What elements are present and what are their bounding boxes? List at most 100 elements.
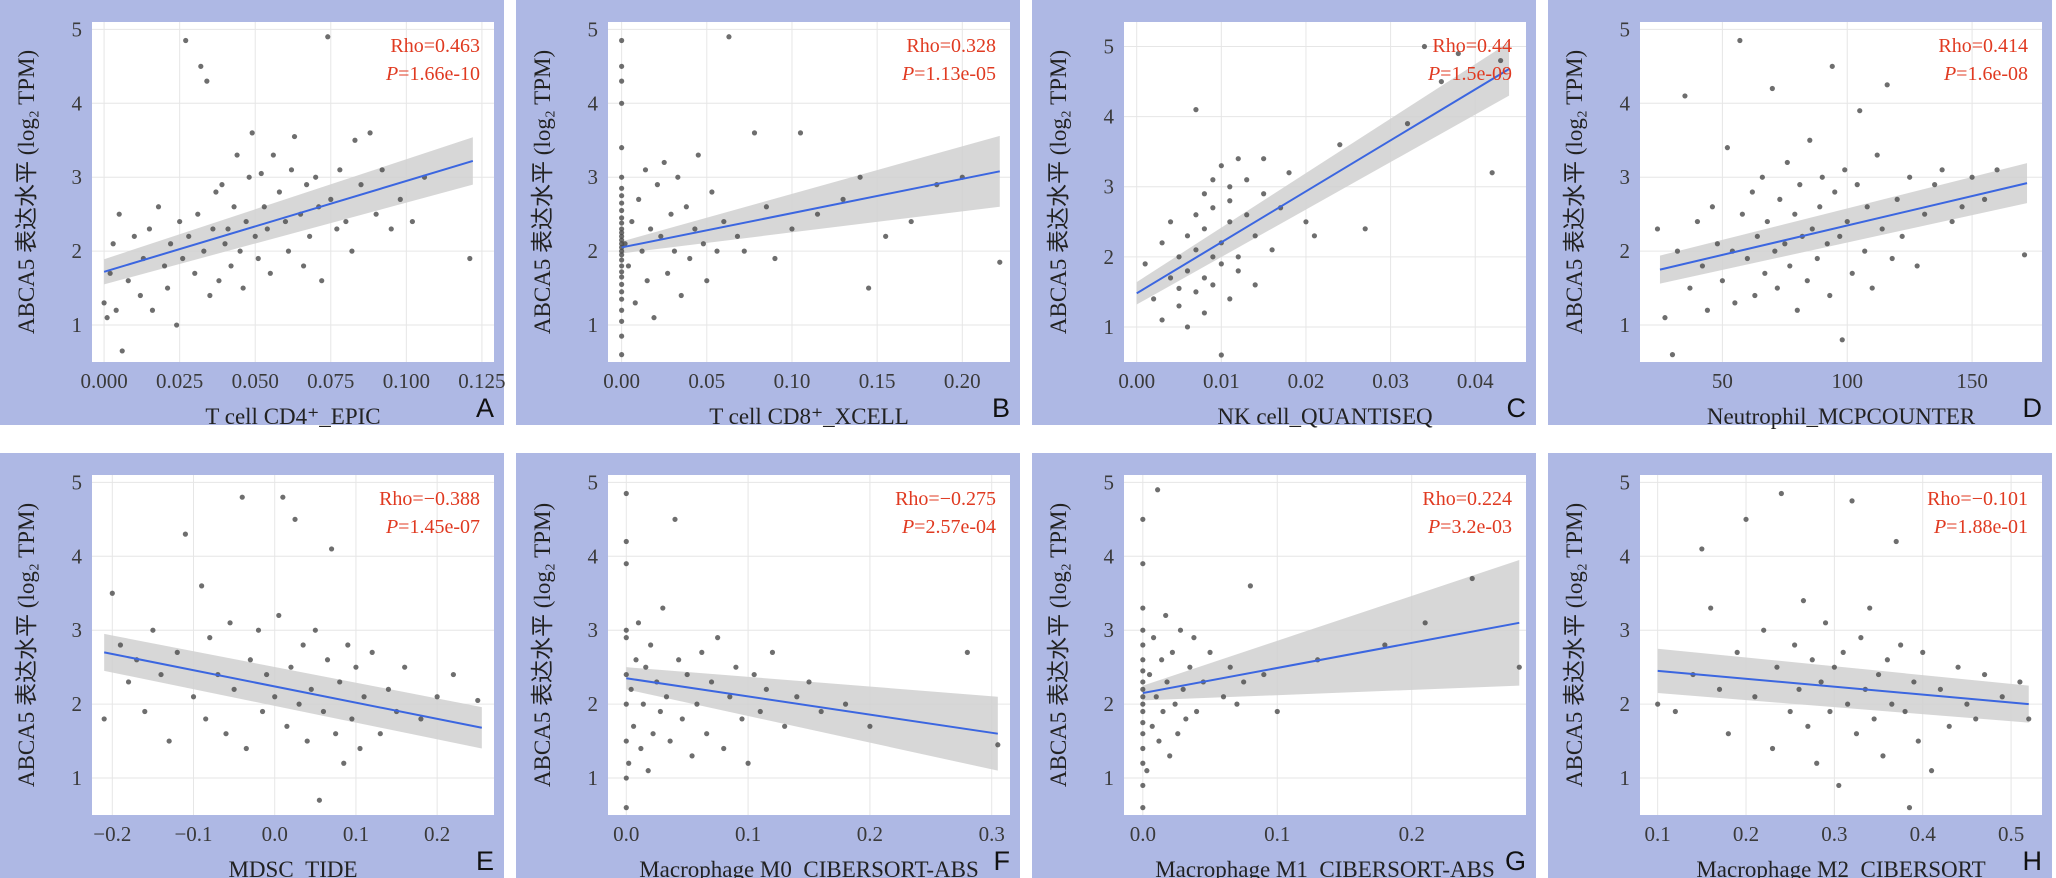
- panel-c: 0.00 0.01 0.02 0.03 0.04 1 2 3 4 5 NK cell_QUANTIS…: [1032, 0, 1536, 429]
- data-point: [1774, 664, 1780, 670]
- data-point: [300, 263, 307, 269]
- data-point: [1140, 516, 1146, 522]
- data-point: [116, 211, 122, 217]
- data-point: [1734, 649, 1740, 655]
- data-point: [312, 627, 318, 633]
- data-point: [1809, 657, 1815, 663]
- data-point: [658, 233, 664, 239]
- data-point: [1244, 212, 1250, 218]
- data-point: [1247, 583, 1253, 589]
- data-point: [1981, 671, 1988, 678]
- data-point: [619, 289, 625, 295]
- y-tick-label: 1: [588, 766, 599, 790]
- data-point: [450, 671, 456, 678]
- data-point: [1778, 490, 1784, 497]
- y-tick-label: 1: [1620, 766, 1631, 790]
- data-point: [623, 538, 629, 545]
- data-point: [1708, 605, 1714, 611]
- p-value: =1.88e-01: [1946, 516, 2028, 538]
- data-point: [1159, 240, 1165, 246]
- data-point: [704, 278, 710, 284]
- x-tick-label: 0.3: [979, 822, 1005, 846]
- x-tick-label: 0.0: [1130, 822, 1156, 846]
- data-point: [1140, 657, 1146, 663]
- data-point: [645, 768, 651, 774]
- y-tick-label: 5: [1104, 35, 1115, 59]
- data-point: [619, 352, 625, 358]
- data-point: [1939, 167, 1945, 173]
- rho-stat: Rho=0.224: [1422, 488, 1512, 510]
- data-point: [1814, 760, 1820, 766]
- data-point: [161, 263, 168, 269]
- data-point: [619, 257, 625, 263]
- p-symbol: P: [385, 63, 398, 85]
- data-point: [1807, 137, 1813, 143]
- data-point: [1252, 282, 1258, 288]
- data-point: [434, 694, 440, 700]
- data-point: [131, 233, 137, 239]
- x-tick-label: 0.1: [735, 822, 761, 846]
- data-point: [1772, 248, 1778, 254]
- data-point: [866, 285, 872, 291]
- data-point: [644, 278, 650, 284]
- data-point: [231, 686, 237, 692]
- data-point: [1207, 649, 1213, 655]
- x-tick-label: 0.2: [1399, 822, 1425, 846]
- data-point: [1994, 167, 2000, 173]
- data-point: [1920, 649, 1926, 655]
- data-point: [626, 760, 632, 766]
- data-point: [1759, 174, 1765, 180]
- data-point: [1761, 627, 1767, 633]
- data-point: [231, 204, 237, 210]
- data-point: [678, 292, 684, 299]
- data-point: [619, 37, 625, 44]
- data-point: [337, 167, 343, 173]
- x-tick-label: 0.1: [343, 822, 369, 846]
- data-point: [842, 701, 849, 707]
- data-point: [619, 263, 625, 269]
- data-point: [183, 37, 189, 44]
- data-point: [1737, 37, 1743, 44]
- p-symbol: P: [1943, 63, 1956, 85]
- data-point: [679, 716, 685, 722]
- data-point: [204, 78, 210, 84]
- p-value: =1.13e-05: [914, 63, 996, 85]
- data-point: [1969, 174, 1975, 180]
- x-tick-label: 0.00: [603, 369, 640, 393]
- data-point: [1227, 198, 1233, 204]
- data-point: [772, 255, 778, 262]
- data-point: [1955, 664, 1961, 670]
- p-value: =1.5e-09: [1440, 63, 1512, 85]
- data-point: [1140, 668, 1146, 674]
- data-point: [182, 531, 188, 537]
- data-point: [676, 657, 682, 663]
- data-point: [1829, 63, 1835, 69]
- panel-f: 0.0 0.1 0.2 0.3 1 2 3 4 5 Macrophage M0_CIBERSORT…: [516, 453, 1020, 878]
- data-point: [198, 63, 204, 69]
- data-point: [1831, 664, 1837, 670]
- data-point: [246, 174, 252, 180]
- data-point: [1777, 196, 1783, 202]
- data-point: [654, 182, 660, 188]
- data-point: [628, 686, 634, 692]
- data-point: [345, 642, 351, 648]
- data-point: [619, 274, 625, 280]
- data-point: [695, 152, 701, 158]
- data-point: [1824, 241, 1830, 247]
- data-point: [1842, 167, 1848, 173]
- data-point: [619, 174, 625, 180]
- data-point: [1235, 254, 1241, 260]
- y-axis-label: ABCA5 表达水平 (log₂ TPM): [1046, 50, 1071, 334]
- regression-line: [1659, 182, 2028, 271]
- data-point: [619, 244, 625, 251]
- data-point: [333, 731, 339, 737]
- data-point: [769, 649, 776, 655]
- y-axis-label: ABCA5 表达水平 (log₂ TPM): [530, 50, 555, 334]
- data-point: [619, 63, 625, 69]
- data-point: [1183, 716, 1189, 722]
- data-point: [1146, 671, 1153, 678]
- data-point: [1269, 247, 1275, 253]
- data-point: [619, 100, 625, 106]
- x-tick-label: 0.10: [774, 369, 811, 393]
- data-point: [1845, 701, 1851, 707]
